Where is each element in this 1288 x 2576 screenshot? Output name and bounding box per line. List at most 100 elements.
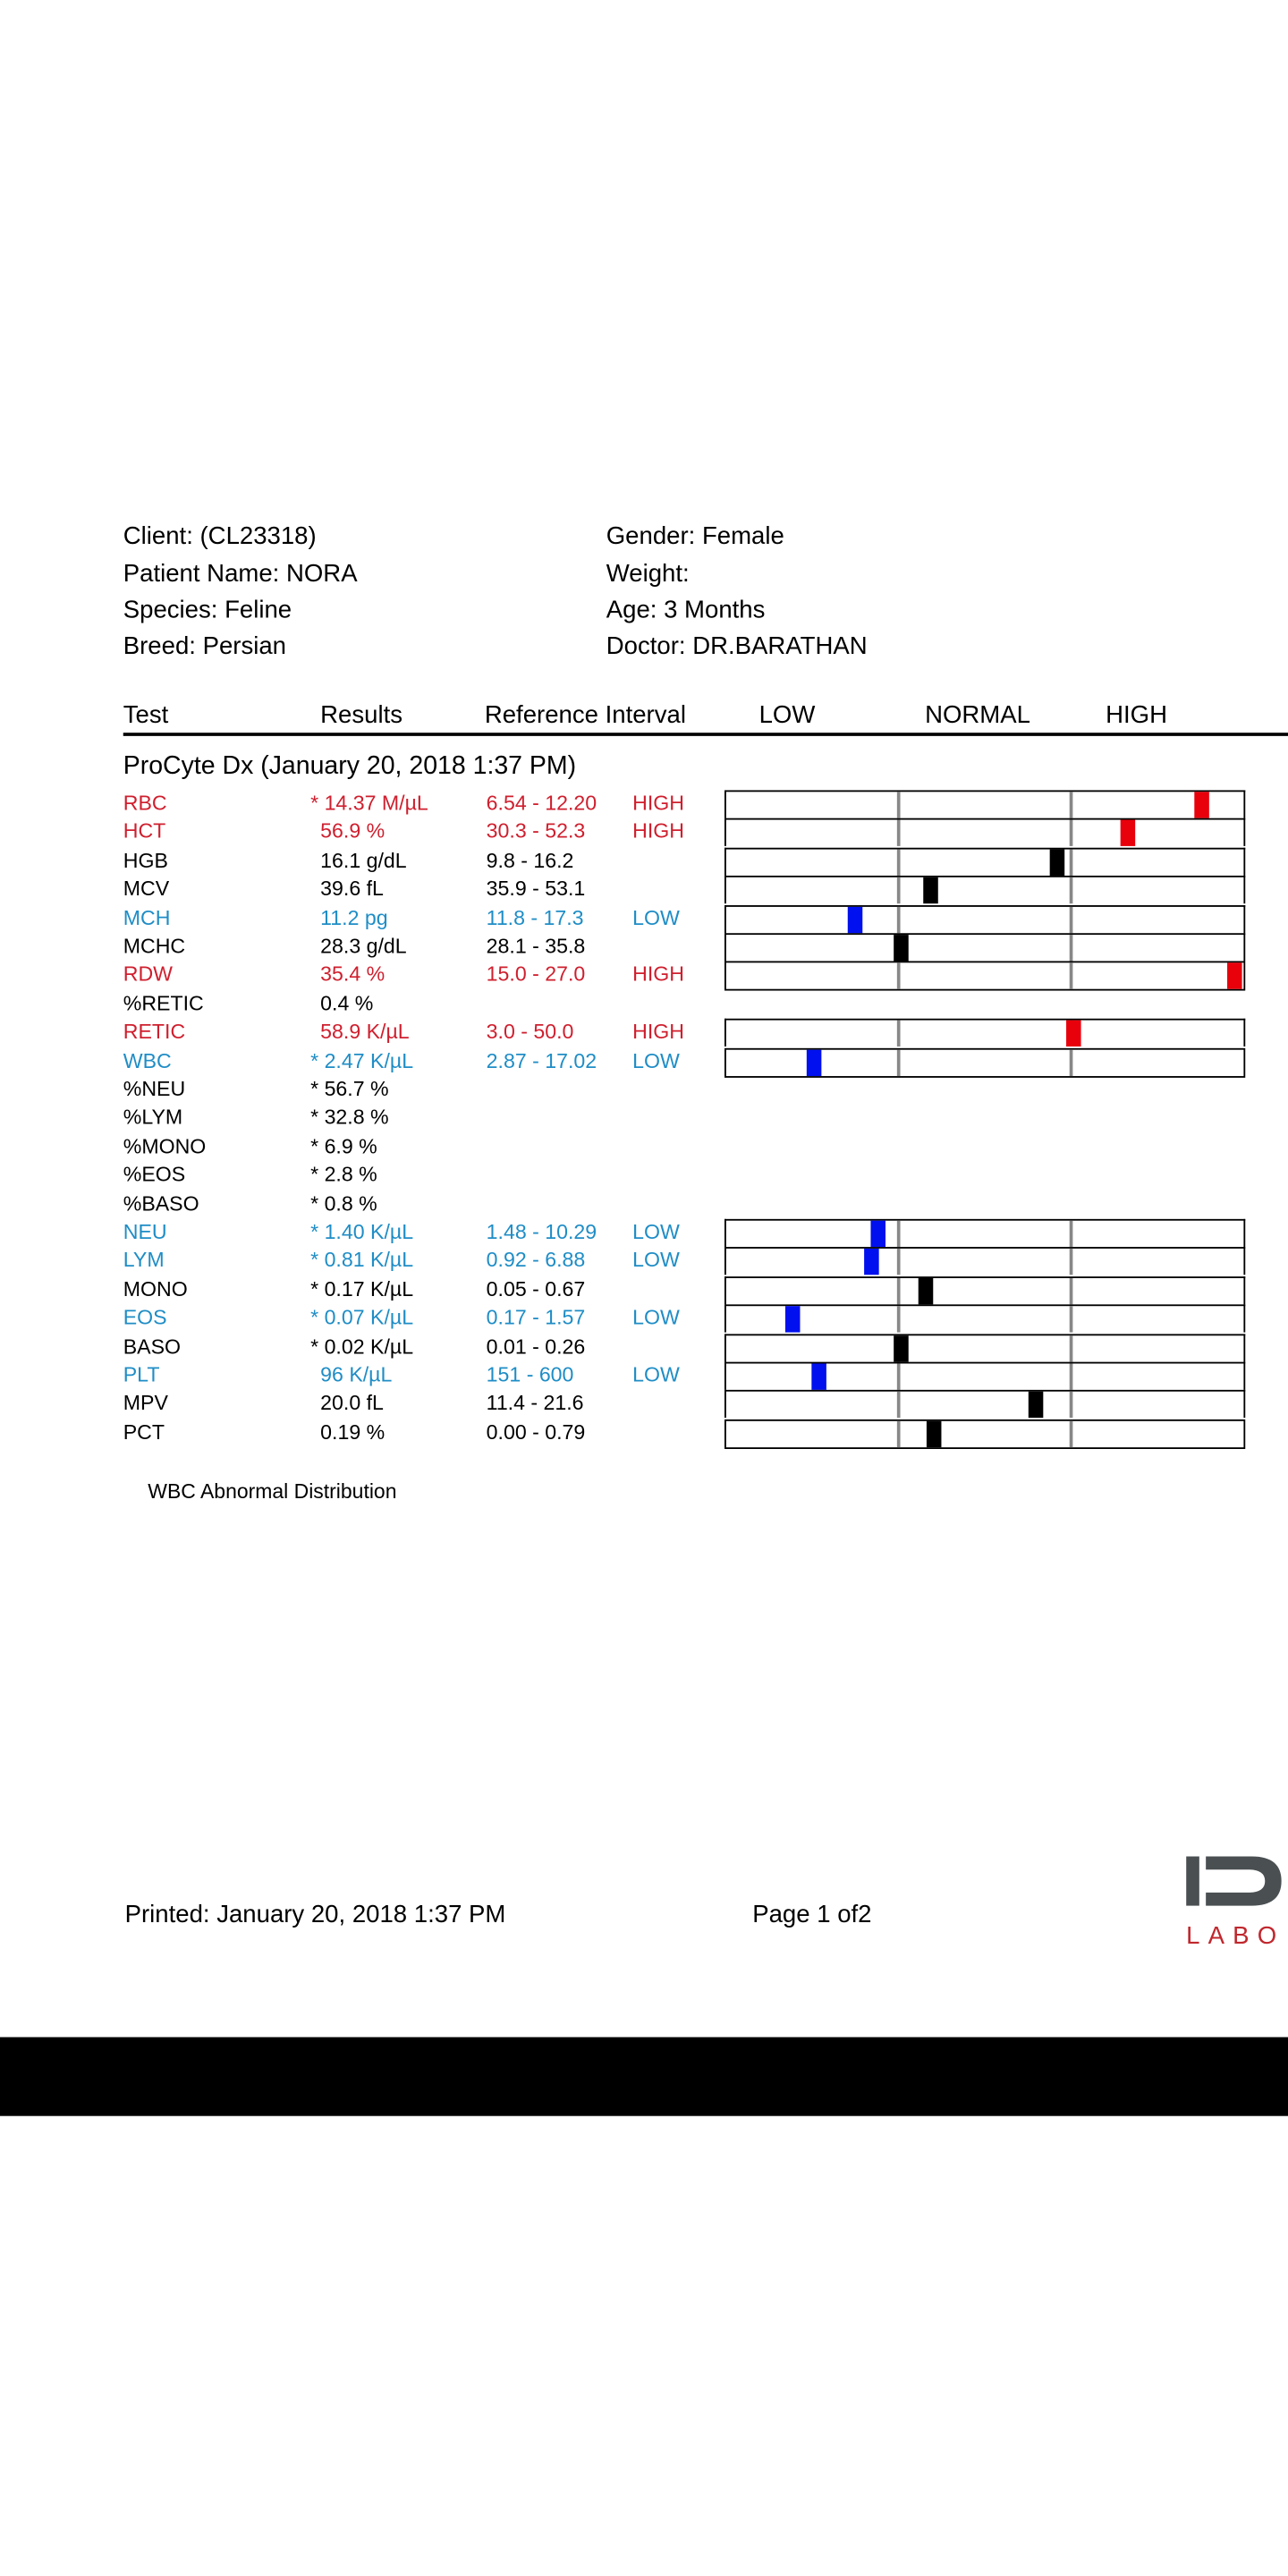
- flag: LOW: [632, 1220, 680, 1244]
- range-divider: [1069, 1249, 1073, 1276]
- col-normal: NORMAL: [925, 701, 1030, 730]
- table-row: RETIC 58.9 K/µL 3.0 - 50.0 HIGH: [0, 1019, 1288, 1047]
- range-bar: [724, 847, 1246, 876]
- table-row: LYM * 0.81 K/µL 0.92 - 6.88 LOW: [0, 1247, 1288, 1276]
- range-bar: [724, 1047, 1246, 1078]
- weight: Weight:: [606, 560, 690, 589]
- flag: LOW: [632, 1048, 680, 1072]
- test-name: %MONO: [123, 1134, 207, 1158]
- flag: HIGH: [632, 820, 684, 843]
- test-name: MCV: [123, 877, 170, 901]
- range-divider: [1069, 1277, 1073, 1304]
- result-value: * 0.81 K/µL: [310, 1249, 414, 1273]
- test-name: %EOS: [123, 1163, 186, 1187]
- reference-interval: 2.87 - 17.02: [486, 1048, 597, 1072]
- table-row: MONO * 0.17 K/µL 0.05 - 0.67: [0, 1275, 1288, 1305]
- range-divider: [1069, 1306, 1073, 1333]
- range-divider: [896, 849, 902, 876]
- range-bar: [724, 1275, 1246, 1304]
- result-value: * 6.9 %: [310, 1134, 377, 1158]
- range-divider: [1069, 1335, 1073, 1361]
- result-marker: [785, 1306, 801, 1333]
- test-name: MCH: [123, 906, 171, 929]
- col-high: HIGH: [1106, 701, 1167, 730]
- reference-interval: 0.05 - 0.67: [486, 1277, 586, 1301]
- result-marker: [870, 1220, 886, 1248]
- test-name: %BASO: [123, 1191, 199, 1216]
- col-reference: Reference Interval: [484, 701, 686, 730]
- reference-interval: 30.3 - 52.3: [486, 820, 586, 843]
- result-value: * 2.8 %: [310, 1163, 377, 1187]
- result-value: * 0.07 K/µL: [310, 1306, 414, 1330]
- range-bar: [724, 1333, 1246, 1361]
- wbc-note: WBC Abnormal Distribution: [148, 1479, 397, 1504]
- result-marker: [927, 1420, 942, 1447]
- result-value: 35.4 %: [320, 963, 386, 987]
- result-marker: [848, 906, 863, 933]
- result-value: 96 K/µL: [320, 1363, 393, 1387]
- test-name: RBC: [123, 792, 167, 816]
- flag: LOW: [632, 1363, 680, 1387]
- test-name: PCT: [123, 1420, 165, 1445]
- table-row: BASO * 0.02 K/µL 0.01 - 0.26: [0, 1333, 1288, 1362]
- reference-interval: 0.01 - 0.26: [486, 1335, 586, 1359]
- range-divider: [1069, 906, 1073, 933]
- range-divider: [896, 1020, 902, 1047]
- reference-interval: 11.8 - 17.3: [486, 906, 584, 929]
- result-value: * 56.7 %: [310, 1077, 389, 1101]
- result-value: * 2.47 K/µL: [310, 1048, 414, 1072]
- range-divider: [896, 1277, 902, 1304]
- printed-date: Printed: January 20, 2018 1:37 PM: [124, 1901, 506, 1929]
- range-divider: [896, 1392, 902, 1419]
- flag: HIGH: [632, 963, 684, 987]
- range-divider: [896, 906, 902, 933]
- range-bar: [724, 962, 1246, 992]
- test-name: PLT: [123, 1363, 160, 1387]
- table-row: PLT 96 K/µL 151 - 600 LOW: [0, 1361, 1288, 1391]
- table-row: RBC * 14.37 M/µL 6.54 - 12.20 HIGH: [0, 790, 1288, 818]
- result-marker: [894, 935, 910, 962]
- result-value: 20.0 fL: [320, 1392, 384, 1416]
- result-marker: [1065, 1020, 1081, 1047]
- range-divider: [1069, 877, 1073, 904]
- reference-interval: 15.0 - 27.0: [486, 963, 586, 987]
- table-row: MPV 20.0 fL 11.4 - 21.6: [0, 1390, 1288, 1419]
- test-name: %LYM: [123, 1106, 183, 1130]
- result-value: * 0.17 K/µL: [310, 1277, 414, 1301]
- range-bar: [724, 1019, 1246, 1047]
- age: Age: 3 Months: [606, 596, 766, 624]
- table-row: MCV 39.6 fL 35.9 - 53.1: [0, 876, 1288, 904]
- test-name: LYM: [123, 1249, 165, 1273]
- table-row: PCT 0.19 % 0.00 - 0.79: [0, 1419, 1288, 1449]
- range-bar: [724, 1361, 1246, 1390]
- result-marker: [923, 877, 939, 904]
- range-bar: [724, 876, 1246, 904]
- table-row: HCT 56.9 % 30.3 - 52.3 HIGH: [0, 818, 1288, 847]
- range-divider: [896, 792, 902, 818]
- gender: Gender: Female: [606, 522, 784, 551]
- range-divider: [896, 1306, 902, 1333]
- result-marker: [918, 1277, 934, 1304]
- table-row: MCH 11.2 pg 11.8 - 17.3 LOW: [0, 904, 1288, 933]
- range-divider: [896, 1420, 902, 1447]
- flag: HIGH: [632, 792, 684, 816]
- range-divider: [1069, 792, 1073, 818]
- range-bar: [724, 933, 1246, 962]
- test-name: MPV: [123, 1392, 168, 1416]
- range-divider: [1069, 849, 1073, 876]
- result-value: * 0.02 K/µL: [310, 1335, 414, 1359]
- range-bar: [724, 1419, 1246, 1449]
- reference-interval: 28.1 - 35.8: [486, 935, 586, 958]
- test-name: RDW: [123, 963, 174, 987]
- reference-interval: 0.17 - 1.57: [486, 1306, 586, 1330]
- test-name: BASO: [123, 1335, 182, 1359]
- patient-name: Patient Name: NORA: [123, 560, 358, 589]
- flag: LOW: [632, 906, 680, 929]
- test-name: HGB: [123, 849, 168, 872]
- test-name: WBC: [123, 1048, 172, 1072]
- result-value: * 14.37 M/µL: [310, 792, 428, 816]
- doctor: Doctor: DR.BARATHAN: [606, 632, 868, 661]
- section-title: ProCyte Dx (January 20, 2018 1:37 PM): [123, 752, 577, 781]
- test-name: MCHC: [123, 935, 186, 958]
- range-divider: [896, 1249, 902, 1276]
